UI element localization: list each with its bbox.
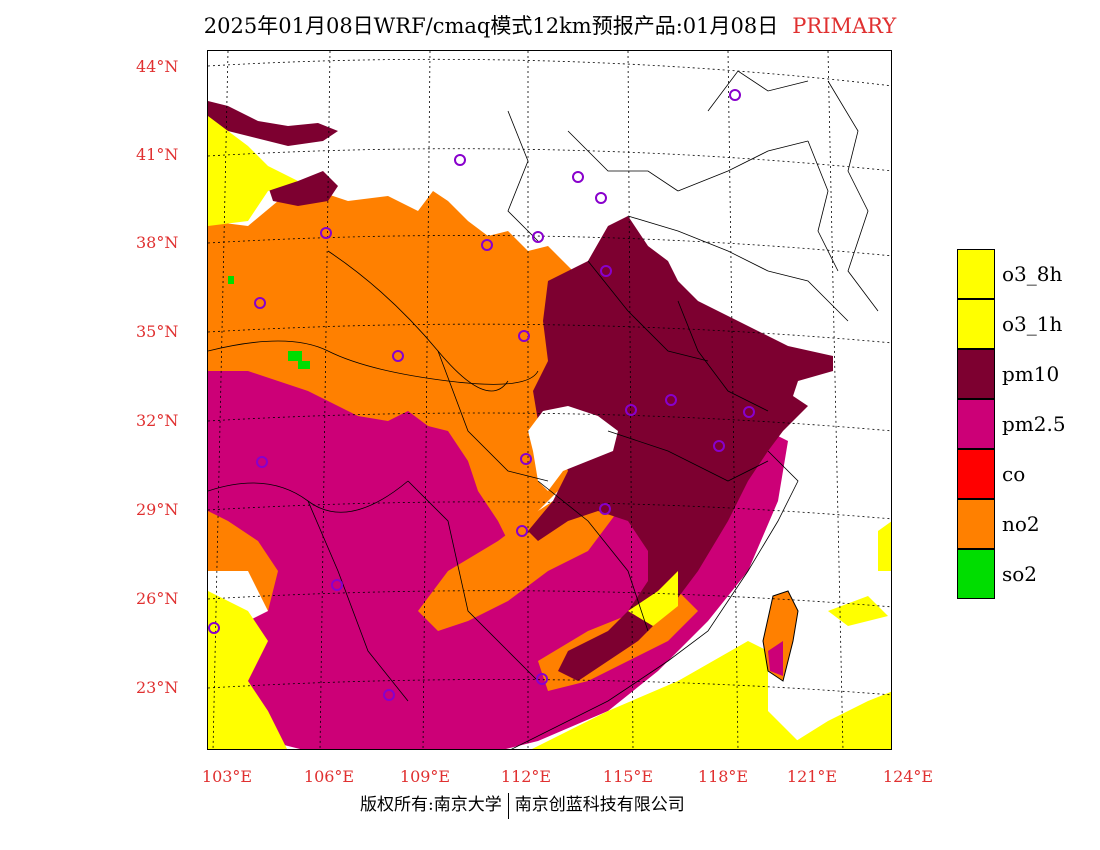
legend-swatch xyxy=(957,249,995,299)
lon-label: 124°E xyxy=(882,767,934,786)
city-marker xyxy=(536,673,548,685)
pollutant-map xyxy=(208,51,891,749)
city-marker xyxy=(625,404,637,416)
taiwan-pm25 xyxy=(768,641,783,676)
legend-swatch xyxy=(957,299,995,349)
region-o3-strip xyxy=(828,596,888,626)
city-marker xyxy=(743,406,755,418)
lon-label: 106°E xyxy=(303,767,355,786)
region-pm10 xyxy=(528,216,833,681)
lat-label: 41°N xyxy=(136,145,179,164)
region-o3-nw xyxy=(208,116,298,226)
lat-label: 32°N xyxy=(136,411,179,430)
copyright-right: 南京创蓝科技有限公司 xyxy=(514,795,685,815)
legend-swatch xyxy=(957,349,995,399)
region-so2 xyxy=(298,361,310,369)
city-marker xyxy=(600,265,612,277)
region-o3-pacific xyxy=(788,691,891,749)
legend-label: o3_1h xyxy=(1002,312,1063,336)
lon-label: 112°E xyxy=(500,767,552,786)
city-marker xyxy=(572,171,584,183)
map-panel xyxy=(207,50,892,750)
copyright-footer: 版权所有:南京大学 南京创蓝科技有限公司 xyxy=(360,790,685,819)
region-o3-sea2 xyxy=(628,571,678,626)
lon-label: 118°E xyxy=(697,767,749,786)
legend-label: pm10 xyxy=(1002,362,1060,386)
city-marker xyxy=(256,456,268,468)
region-pm10-north2 xyxy=(268,171,338,206)
lat-label: 38°N xyxy=(136,233,179,252)
city-marker xyxy=(713,440,725,452)
legend-label: pm2.5 xyxy=(1002,412,1066,436)
city-marker xyxy=(665,394,677,406)
lon-label: 115°E xyxy=(602,767,654,786)
city-marker xyxy=(599,503,611,515)
region-so2 xyxy=(288,351,302,361)
region-o3-sw xyxy=(208,591,287,749)
city-marker xyxy=(454,154,466,166)
city-marker xyxy=(331,579,343,591)
city-marker xyxy=(518,330,530,342)
title-tag: PRIMARY xyxy=(792,14,897,38)
city-marker xyxy=(516,525,528,537)
legend-label: o3_8h xyxy=(1002,262,1063,286)
lon-label: 103°E xyxy=(201,767,253,786)
city-marker xyxy=(481,239,493,251)
title-text: 2025年01月08日WRF/cmaq模式12km预报产品:01月08日 xyxy=(203,14,779,38)
legend-label: co xyxy=(1002,462,1026,486)
city-marker xyxy=(520,453,532,465)
copyright-left: 版权所有:南京大学 xyxy=(360,795,502,815)
region-clear-east xyxy=(528,406,618,491)
city-marker xyxy=(208,622,220,634)
legend-label: no2 xyxy=(1002,512,1040,536)
graticule xyxy=(208,51,891,749)
lon-label: 121°E xyxy=(786,767,838,786)
city-markers xyxy=(208,89,755,701)
city-marker xyxy=(383,689,395,701)
lat-label: 26°N xyxy=(136,589,179,608)
province-boundaries xyxy=(208,70,879,749)
lat-label: 23°N xyxy=(136,678,179,697)
region-so2 xyxy=(228,276,234,284)
city-marker xyxy=(392,350,404,362)
legend-swatch xyxy=(957,549,995,599)
legend-swatch xyxy=(957,399,995,449)
lat-label: 35°N xyxy=(136,322,179,341)
lat-label: 29°N xyxy=(136,500,179,519)
city-marker xyxy=(595,192,607,204)
region-pm10-north xyxy=(208,101,338,146)
city-marker xyxy=(729,89,741,101)
city-marker xyxy=(320,227,332,239)
footer-divider xyxy=(507,792,509,819)
legend-swatch xyxy=(957,499,995,549)
legend-label: so2 xyxy=(1002,562,1038,586)
city-marker xyxy=(254,297,266,309)
city-marker xyxy=(532,231,544,243)
region-o3-east xyxy=(878,521,891,571)
legend-swatch xyxy=(957,449,995,499)
lon-label: 109°E xyxy=(399,767,451,786)
lat-label: 44°N xyxy=(136,57,179,76)
map-title: 2025年01月08日WRF/cmaq模式12km预报产品:01月08日 PRIM… xyxy=(0,10,1100,40)
